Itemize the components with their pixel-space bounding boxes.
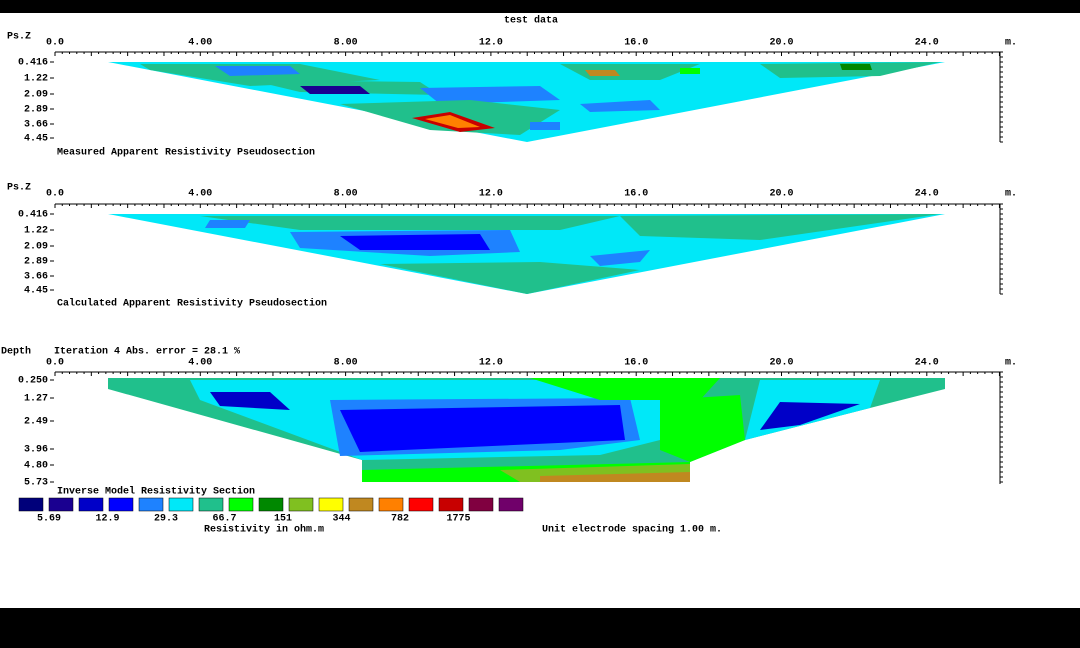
legend-label: 5.69 xyxy=(37,514,61,525)
legend-label: 29.3 xyxy=(154,514,178,525)
legend-swatch xyxy=(168,497,194,512)
x-tick-label: 0.0 xyxy=(46,38,64,49)
legend-swatch xyxy=(138,497,164,512)
legend-swatch xyxy=(318,497,344,512)
legend-unit: Resistivity in ohm.m xyxy=(204,524,324,536)
x-tick-label: 4.00 xyxy=(188,189,212,200)
legend-swatch xyxy=(198,497,224,512)
legend-label: 1775 xyxy=(446,514,470,525)
x-tick-label: 24.0 xyxy=(915,189,939,200)
y-tick-label: 2.89 xyxy=(24,257,48,268)
y-tick-label: 4.45 xyxy=(24,286,48,297)
legend-swatch xyxy=(78,497,104,512)
x-tick-label: 20.0 xyxy=(769,358,793,369)
x-tick-label: 16.0 xyxy=(624,189,648,200)
legend-swatch xyxy=(348,497,374,512)
y-tick-label: 0.416 xyxy=(18,210,48,221)
note: Iteration 4 Abs. error = 28.1 % xyxy=(54,346,240,358)
x-tick-label: 24.0 xyxy=(915,358,939,369)
x-tick-label: 20.0 xyxy=(769,189,793,200)
caption: Calculated Apparent Resistivity Pseudose… xyxy=(57,298,327,310)
x-tick-label: 4.00 xyxy=(188,38,212,49)
legend-swatch xyxy=(378,497,404,512)
legend-swatch xyxy=(18,497,44,512)
y-tick-label: 4.80 xyxy=(24,461,48,472)
legend-swatch xyxy=(288,497,314,512)
y-tick-label: 2.09 xyxy=(24,90,48,101)
x-tick-label: 16.0 xyxy=(624,38,648,49)
x-tick-label: 8.00 xyxy=(334,189,358,200)
x-tick-label: 8.00 xyxy=(334,358,358,369)
y-tick-label: 2.09 xyxy=(24,242,48,253)
y-tick-label: 0.416 xyxy=(18,58,48,69)
legend-swatch xyxy=(48,497,74,512)
legend-swatch xyxy=(468,497,494,512)
x-unit: m. xyxy=(1005,358,1017,369)
y-tick-label: 1.22 xyxy=(24,226,48,237)
measured-section xyxy=(108,62,945,142)
footer: Unit electrode spacing 1.00 m. xyxy=(542,524,722,536)
legend-label: 12.9 xyxy=(95,514,119,525)
caption: Inverse Model Resistivity Section xyxy=(57,486,255,498)
y-axis-label: Depth xyxy=(1,346,31,358)
y-tick-label: 2.89 xyxy=(24,105,48,116)
caption: Measured Apparent Resistivity Pseudosect… xyxy=(57,147,315,159)
y-tick-label: 4.45 xyxy=(24,134,48,145)
legend-swatch xyxy=(408,497,434,512)
y-axis-label: Ps.Z xyxy=(7,32,31,43)
x-tick-label: 24.0 xyxy=(915,38,939,49)
x-tick-label: 4.00 xyxy=(188,358,212,369)
x-tick-label: 20.0 xyxy=(769,38,793,49)
y-tick-label: 2.49 xyxy=(24,417,48,428)
y-tick-label: 3.66 xyxy=(24,272,48,283)
y-tick-label: 1.27 xyxy=(24,394,48,405)
legend-label: 151 xyxy=(274,514,292,525)
x-tick-label: 12.0 xyxy=(479,189,503,200)
legend-label: 66.7 xyxy=(212,514,236,525)
x-unit: m. xyxy=(1005,38,1017,49)
y-axis-label: Ps.Z xyxy=(7,183,31,194)
x-tick-label: 0.0 xyxy=(46,189,64,200)
calculated-section xyxy=(108,214,945,294)
x-tick-label: 8.00 xyxy=(334,38,358,49)
y-tick-label: 1.22 xyxy=(24,74,48,85)
legend-swatch xyxy=(438,497,464,512)
legend-swatch xyxy=(498,497,524,512)
model-section xyxy=(108,378,945,482)
legend-label: 782 xyxy=(391,514,409,525)
x-unit: m. xyxy=(1005,189,1017,200)
x-tick-label: 0.0 xyxy=(46,358,64,369)
y-tick-label: 5.73 xyxy=(24,478,48,489)
x-tick-label: 16.0 xyxy=(624,358,648,369)
title: test data xyxy=(504,15,558,27)
x-tick-label: 12.0 xyxy=(479,358,503,369)
y-tick-label: 3.96 xyxy=(24,445,48,456)
legend-label: 344 xyxy=(332,514,350,525)
y-tick-label: 0.250 xyxy=(18,376,48,387)
legend-swatch xyxy=(108,497,134,512)
legend-swatch xyxy=(258,497,284,512)
y-tick-label: 3.66 xyxy=(24,120,48,131)
x-tick-label: 12.0 xyxy=(479,38,503,49)
legend-swatch xyxy=(228,497,254,512)
